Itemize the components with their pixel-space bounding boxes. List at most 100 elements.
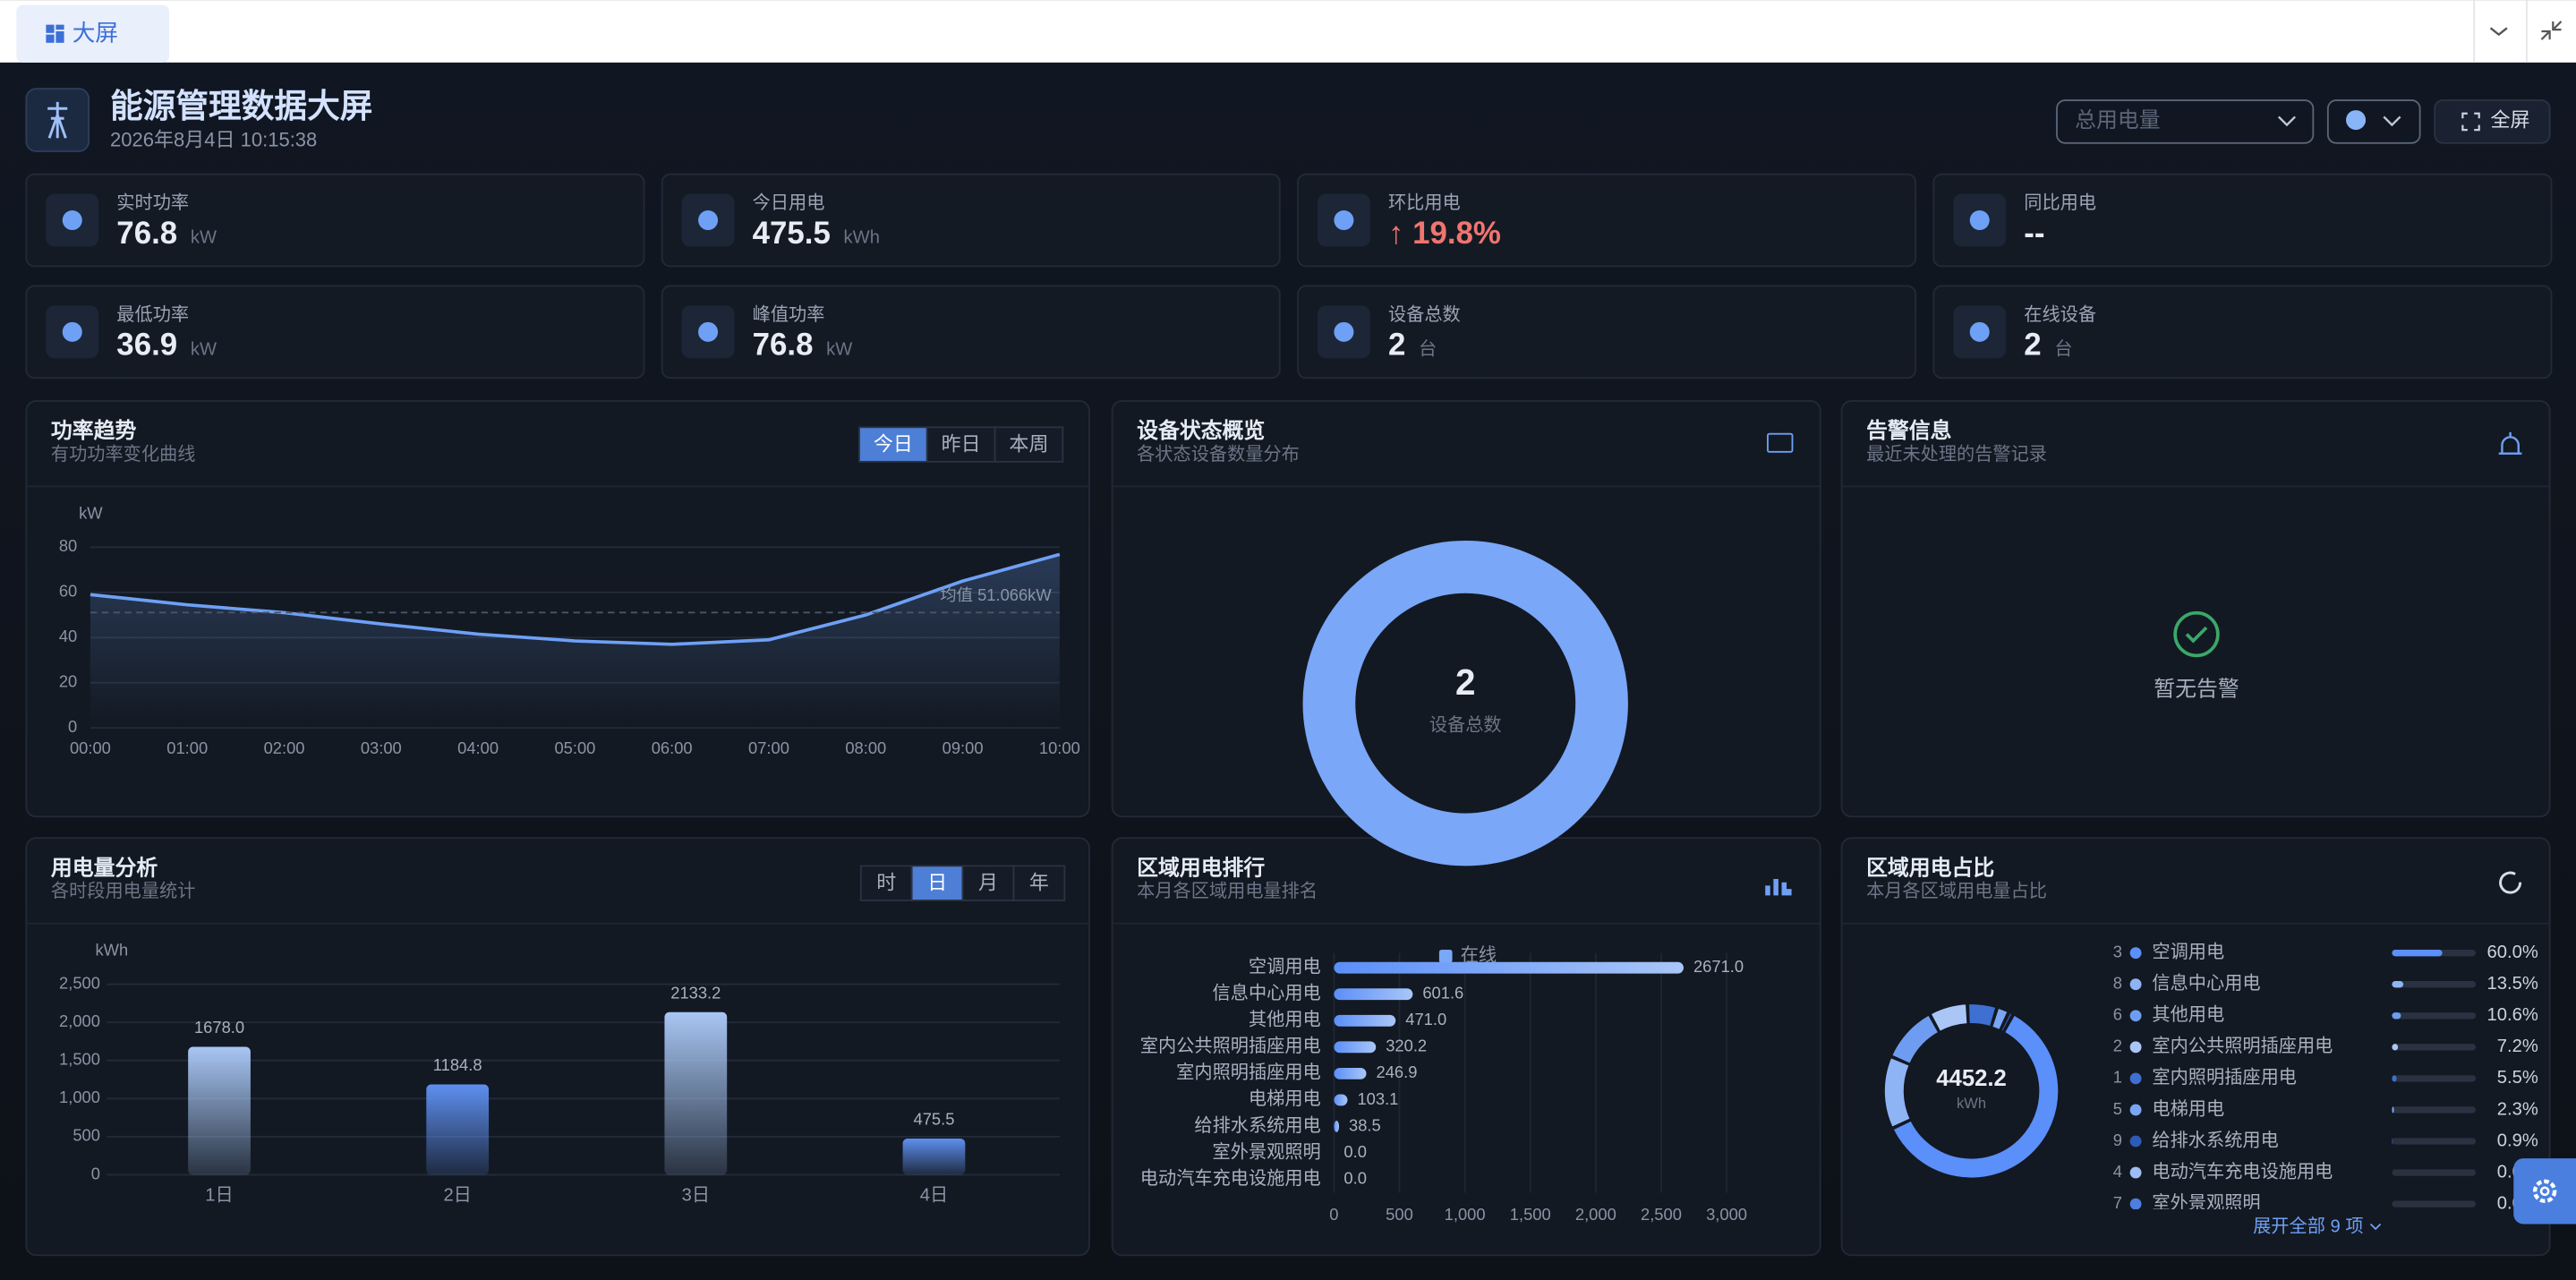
stat-icon — [698, 321, 719, 342]
donut-total: 4452.2 — [1936, 1066, 2007, 1091]
x-tick-label: 08:00 — [845, 738, 886, 757]
y-tick-label: 1,000 — [59, 1088, 100, 1106]
fullscreen-button[interactable] — [2434, 99, 2551, 144]
expand-link[interactable]: 展开全部 9 项 — [2253, 1216, 2363, 1237]
stat-icon — [1334, 210, 1354, 231]
empty-icon — [2185, 626, 2208, 644]
bar-value-label: 320.2 — [1386, 1037, 1427, 1055]
x-tick-label: 0 — [1329, 1205, 1338, 1224]
legend-rank: 3 — [2113, 942, 2122, 960]
legend-dot — [2129, 947, 2142, 960]
tab-icon — [46, 24, 64, 43]
tab-label: 大屏 — [73, 20, 118, 46]
stat-value: -- — [2024, 216, 2044, 251]
donut-segment — [1930, 1003, 1968, 1032]
settings-button[interactable] — [2513, 1158, 2576, 1225]
x-tick-label: 04:00 — [457, 738, 499, 757]
legend-track — [2392, 1012, 2477, 1020]
y-tick-label: 80 — [59, 536, 77, 555]
segment-label: 今日 — [874, 432, 913, 455]
donut-segment — [1302, 540, 1628, 866]
legend-percent: 5.5% — [2497, 1068, 2538, 1088]
legend-name: 电梯用电 — [2152, 1098, 2224, 1119]
legend-track — [2392, 1044, 2477, 1051]
bar — [1334, 961, 1684, 974]
stat-label: 设备总数 — [1388, 304, 1461, 325]
bar-value-label: 103.1 — [1357, 1089, 1398, 1108]
legend-rank: 9 — [2113, 1131, 2122, 1149]
legend-dot — [2129, 1104, 2142, 1116]
average-label: 均值 51.066kW — [940, 585, 1052, 604]
page-title: 能源管理数据大屏 — [110, 88, 373, 124]
x-tick-label: 00:00 — [70, 738, 111, 757]
bar-value-label: 2133.2 — [670, 983, 721, 1002]
bar — [1334, 1041, 1377, 1054]
legend-track — [2392, 1075, 2477, 1082]
segment-button[interactable] — [961, 865, 1015, 901]
legend-bar — [2392, 1138, 2393, 1145]
panel-icon — [2499, 871, 2522, 894]
y-tick-label: 电梯用电 — [1249, 1088, 1321, 1109]
legend-name: 空调用电 — [2152, 942, 2224, 962]
segment-button[interactable] — [1012, 865, 1066, 901]
segment-label: 时 — [876, 871, 896, 893]
exit-fullscreen-button[interactable] — [2540, 21, 2563, 40]
stat-unit: kW — [826, 339, 852, 359]
stat-label: 在线设备 — [2024, 304, 2096, 325]
stat-unit: kW — [191, 339, 217, 359]
y-tick-label: 信息中心用电 — [1213, 983, 1321, 1003]
y-tick-label: 室外景观照明 — [1213, 1141, 1321, 1162]
stat-card — [25, 285, 645, 380]
stat-label: 峰值功率 — [753, 304, 825, 325]
legend-dot — [2129, 978, 2142, 991]
stat-label: 最低功率 — [116, 304, 189, 325]
stat-card — [1297, 173, 1917, 268]
legend-track — [2392, 1169, 2477, 1176]
dropdown-button[interactable] — [2489, 27, 2508, 37]
segment-button[interactable] — [994, 426, 1064, 463]
stat-value: 2 — [1388, 328, 1405, 363]
stat-label: 今日用电 — [753, 192, 825, 213]
bar-value-label: 0.0 — [1343, 1168, 1367, 1187]
legend-dot — [2129, 1041, 2142, 1054]
donut-segment — [1892, 1014, 2060, 1179]
panel-subtitle: 本月各区域用电量占比 — [1866, 881, 2047, 901]
panel-title: 区域用电占比 — [1866, 856, 1994, 880]
segment-label: 昨日 — [942, 432, 981, 455]
donut-segment — [1992, 1007, 2009, 1031]
y-tick-label: 电动汽车充电设施用电 — [1140, 1168, 1321, 1189]
x-tick-label: 2,000 — [1575, 1205, 1616, 1224]
stat-value: 76.8 — [116, 216, 177, 251]
panel-title: 用电量分析 — [51, 856, 158, 880]
bar-value-label: 1184.8 — [433, 1055, 482, 1074]
stat-card — [25, 173, 645, 268]
segment-button[interactable] — [858, 426, 928, 463]
panel-title: 区域用电排行 — [1137, 855, 1265, 880]
y-axis-label: kWh — [95, 941, 128, 960]
legend-track — [2392, 981, 2477, 988]
legend-rank: 7 — [2113, 1193, 2122, 1212]
bar-value-label: 471.0 — [1405, 1010, 1446, 1028]
empty-icon — [2173, 610, 2220, 658]
color-select[interactable] — [2326, 99, 2421, 144]
legend-percent: 60.0% — [2487, 943, 2538, 962]
legend-percent: 2.3% — [2497, 1099, 2538, 1119]
tab[interactable] — [16, 4, 170, 63]
stat-unit: 台 — [2054, 338, 2072, 359]
bar — [902, 1138, 966, 1175]
metric-select[interactable] — [2056, 99, 2315, 144]
bar-value-label: 1678.0 — [194, 1018, 244, 1037]
tab-bar — [0, 0, 2576, 63]
x-tick-label: 05:00 — [554, 738, 595, 757]
x-tick-label: 09:00 — [943, 738, 984, 757]
segment-button[interactable] — [925, 426, 996, 463]
stat-value: ↑ 19.8% — [1388, 216, 1501, 251]
stat-value: 76.8 — [753, 328, 814, 363]
legend-name: 室内照明插座用电 — [2152, 1067, 2297, 1088]
donut-segment — [2000, 1011, 2013, 1033]
fullscreen-icon — [2461, 112, 2480, 132]
logo-icon — [47, 101, 68, 139]
x-tick-label: 03:00 — [361, 738, 402, 757]
y-tick-label: 其他用电 — [1249, 1010, 1321, 1030]
y-tick-label: 室内照明插座用电 — [1176, 1062, 1321, 1083]
